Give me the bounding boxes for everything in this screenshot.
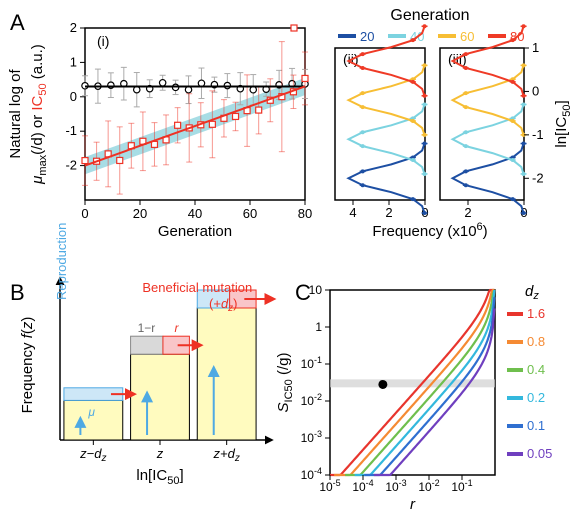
- legend-title-c: dz: [525, 283, 539, 302]
- reproduction-label: Reproduction: [54, 223, 69, 300]
- generation-legend-title: Generation: [390, 7, 469, 24]
- ytick-c: 10-3: [301, 429, 322, 445]
- ic50-point: [209, 121, 215, 127]
- xlabel-i: Generation: [158, 223, 232, 240]
- xtick-right: 2: [464, 205, 471, 220]
- sublabel-i: (i): [97, 33, 109, 49]
- ytick-right: 0: [532, 83, 539, 98]
- cap-grey: [131, 336, 163, 354]
- legend-value-c: 0.2: [527, 390, 545, 405]
- xtick-c: 10-1: [451, 478, 472, 494]
- ytick-c: 10: [309, 283, 323, 297]
- ridge-line: [349, 104, 426, 173]
- svg-text:μmax(/d) or IC50 (a.u.): μmax(/d) or IC50 (a.u.): [29, 44, 49, 185]
- figure-root: A Natural log of μmax(/d) or IC50 (a.u.) -2…: [0, 0, 572, 525]
- xtick-i: 60: [243, 206, 257, 221]
- ridge-line: [349, 144, 426, 213]
- svg-text:Natural log of: Natural log of: [7, 69, 24, 159]
- xtick-i: 0: [81, 206, 88, 221]
- legend-value-c: 0.05: [527, 446, 552, 461]
- xtick-c: 10-5: [319, 478, 340, 494]
- svg-text:ln[IC50]: ln[IC50]: [553, 100, 572, 147]
- beneficial-mutation-label: Beneficial mutation: [142, 280, 252, 295]
- ytick-right: 1: [532, 40, 539, 55]
- axes-frame-i: [85, 28, 305, 200]
- legend-value-c: 1.6: [527, 306, 545, 321]
- legend-label: 60: [460, 29, 474, 44]
- xlabel-right: Frequency (x106): [372, 221, 487, 240]
- ytick-c: 10-1: [301, 355, 322, 371]
- ytick-i: 0: [70, 89, 77, 104]
- ic50-point: [82, 158, 88, 164]
- xtick-b: z: [156, 446, 164, 461]
- ic50-point: [302, 75, 308, 81]
- ytick-c: 1: [315, 320, 322, 334]
- ylabel-right: ln[IC50]: [553, 100, 572, 147]
- panel-a-letter: A: [10, 10, 25, 35]
- ytick-c: 10-2: [301, 392, 322, 408]
- ridge-line: [453, 65, 524, 134]
- ytick-i: -1: [65, 123, 77, 138]
- ytick-right: -2: [532, 170, 544, 185]
- legend-label: 20: [360, 29, 374, 44]
- label-1-minus-r: 1−r: [138, 321, 156, 335]
- xlabel-c: r: [410, 496, 416, 513]
- xtick-c: 10-4: [352, 478, 373, 494]
- ic50-point: [117, 157, 123, 163]
- ridge-line: [349, 65, 426, 134]
- xlabel-b: ln[IC50]: [136, 467, 183, 487]
- panel-a-ylabel: Natural log of μmax(/d) or IC50 (a.u.): [7, 44, 49, 185]
- ic50-point: [256, 107, 262, 113]
- bar: [197, 308, 256, 440]
- xtick-b: z−dz: [79, 446, 106, 464]
- figure-svg: A Natural log of μmax(/d) or IC50 (a.u.) -2…: [0, 0, 572, 525]
- xtick-c: 10-2: [418, 478, 439, 494]
- ic50-point: [175, 122, 181, 128]
- ytick-i: -2: [65, 158, 77, 173]
- ytick-i: 2: [70, 20, 77, 35]
- panel-b-letter: B: [10, 280, 25, 305]
- mu-point: [159, 80, 165, 86]
- ic50-fit-line: [85, 86, 305, 165]
- legend-value-c: 0.4: [527, 362, 545, 377]
- ytick-i: 1: [70, 54, 77, 69]
- ylabel-c: SIC50 (/g): [275, 353, 295, 413]
- mu-label: μ: [87, 405, 95, 419]
- panel-b-ylabel: Frequency f(z): [19, 317, 36, 414]
- label-r: r: [174, 321, 179, 335]
- ridge-line: [453, 104, 524, 173]
- xtick-right: 4: [349, 205, 356, 220]
- xtick-i: 20: [133, 206, 147, 221]
- legend-value-c: 0.1: [527, 418, 545, 433]
- ic50-point: [233, 113, 239, 119]
- ridge-line: [453, 144, 524, 213]
- xtick-b: z+dz: [213, 446, 240, 464]
- ytick-right: -1: [532, 127, 544, 142]
- data-marker: [378, 380, 387, 389]
- bar: [131, 354, 190, 440]
- xtick-right: 2: [385, 205, 392, 220]
- xtick-i: 40: [188, 206, 202, 221]
- xtick-i: 80: [298, 206, 312, 221]
- mu-point: [250, 87, 256, 93]
- xtick-c: 10-3: [385, 478, 406, 494]
- legend-value-c: 0.8: [527, 334, 545, 349]
